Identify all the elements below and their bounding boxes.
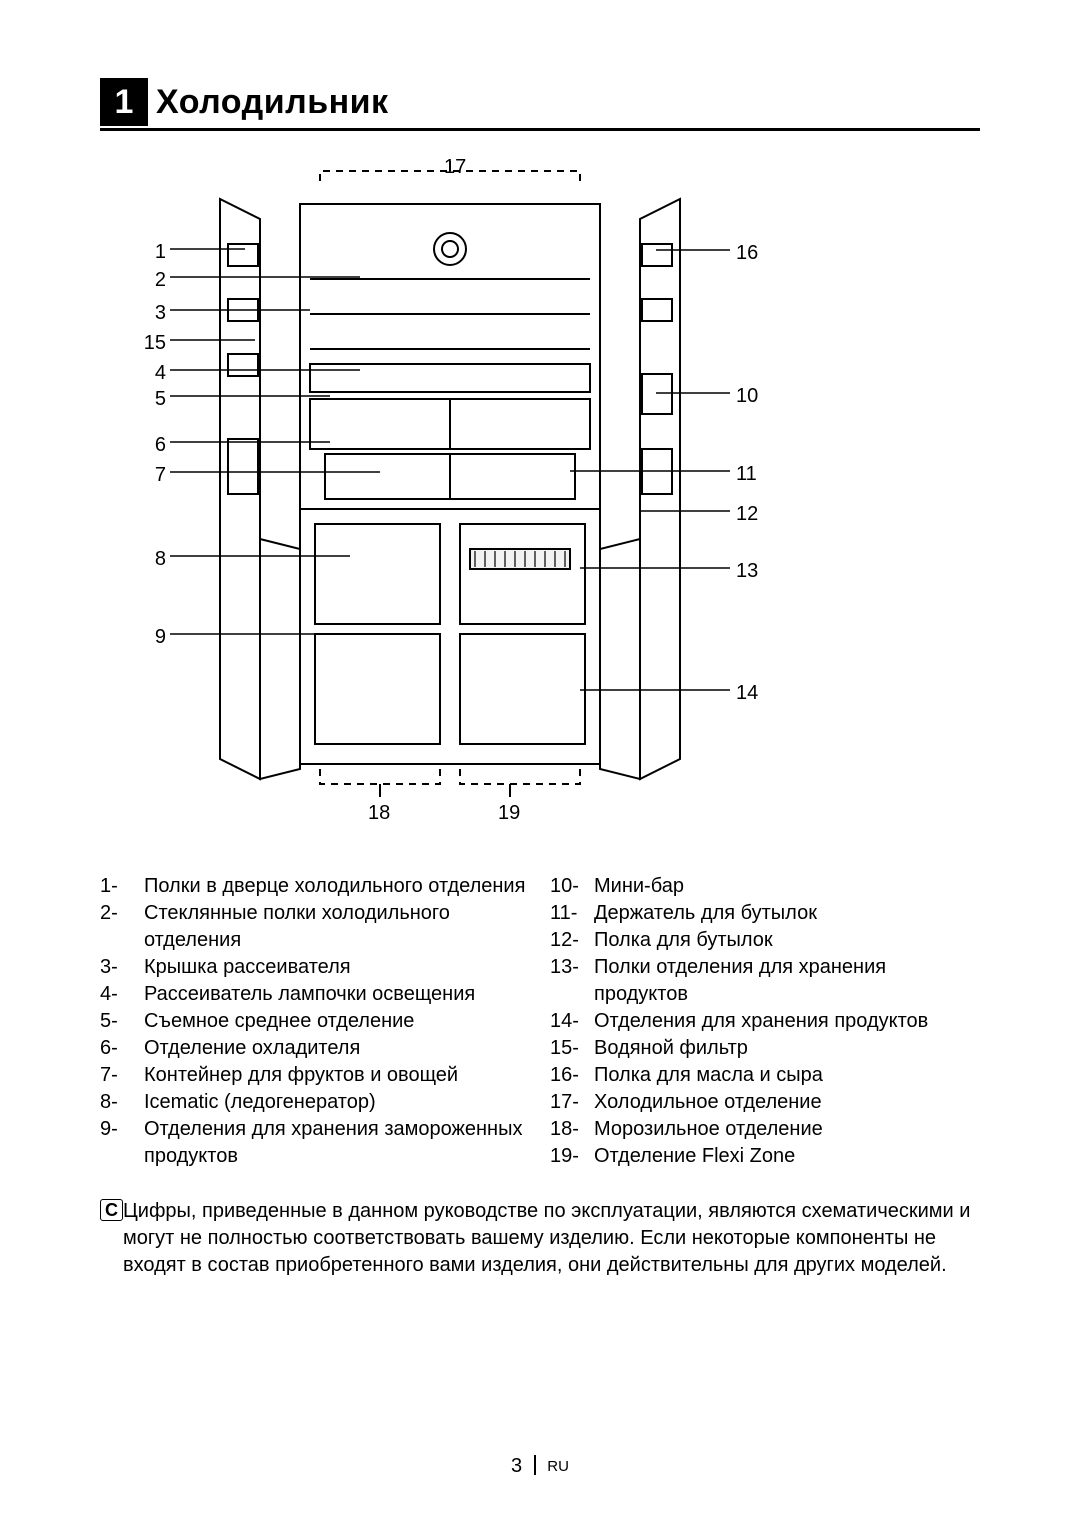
legend-item-number: 7- <box>100 1062 144 1089</box>
page-language: RU <box>547 1458 569 1475</box>
legend-item-text: Icematic (ледогенератор) <box>144 1089 530 1116</box>
legend-item: 4-Рассеиватель лампочки освещения <box>100 981 530 1008</box>
callout-3: 3 <box>106 303 166 323</box>
callout-18: 18 <box>368 803 390 823</box>
legend-item: 6-Отделение охладителя <box>100 1035 530 1062</box>
section-number-badge: 1 <box>100 78 148 126</box>
callout-16: 16 <box>736 243 758 263</box>
legend-item-number: 18- <box>550 1116 594 1143</box>
legend-item-text: Крышка рассеивателя <box>144 954 530 981</box>
legend-item: 3-Крышка рассеивателя <box>100 954 530 981</box>
legend-item-text: Полки в дверце холодильного отделения <box>144 873 530 900</box>
legend-item-number: 6- <box>100 1035 144 1062</box>
callout-11: 11 <box>736 464 757 484</box>
legend-item-number: 11- <box>550 900 594 927</box>
legend-item-text: Контейнер для фруктов и овощей <box>144 1062 530 1089</box>
legend-item-text: Холодильное отделение <box>594 1089 980 1116</box>
info-note: C Цифры, приведенные в данном руководств… <box>100 1198 980 1279</box>
legend-item-number: 12- <box>550 927 594 954</box>
info-icon: C <box>100 1198 123 1279</box>
legend-item-text: Водяной фильтр <box>594 1035 980 1062</box>
legend-item: 15-Водяной фильтр <box>550 1035 980 1062</box>
callout-9: 9 <box>106 627 166 647</box>
legend-item: 18-Морозильное отделение <box>550 1116 980 1143</box>
legend-item-number: 5- <box>100 1008 144 1035</box>
legend-item: 2-Стеклянные полки холодильного отделени… <box>100 900 530 954</box>
legend-item-number: 10- <box>550 873 594 900</box>
page-number: 3 <box>511 1455 522 1477</box>
callout-2: 2 <box>106 270 166 290</box>
page-footer: 3 RU <box>0 1455 1080 1478</box>
parts-legend: 1-Полки в дверце холодильного отделения2… <box>100 873 980 1170</box>
legend-item: 19-Отделение Flexi Zone <box>550 1143 980 1170</box>
legend-item: 9-Отделения для хранения замороженных пр… <box>100 1116 530 1170</box>
legend-item-text: Рассеиватель лампочки освещения <box>144 981 530 1008</box>
legend-item-text: Морозильное отделение <box>594 1116 980 1143</box>
callout-13: 13 <box>736 561 758 581</box>
legend-item: 12-Полка для бутылок <box>550 927 980 954</box>
legend-item-text: Полка для бутылок <box>594 927 980 954</box>
legend-item: 1-Полки в дверце холодильного отделения <box>100 873 530 900</box>
legend-item: 11-Держатель для бутылок <box>550 900 980 927</box>
legend-item-text: Мини-бар <box>594 873 980 900</box>
callout-7: 7 <box>106 465 166 485</box>
callout-4: 4 <box>106 363 166 383</box>
callout-14: 14 <box>736 683 758 703</box>
legend-item-text: Отделения для хранения продуктов <box>594 1008 980 1035</box>
legend-item-number: 3- <box>100 954 144 981</box>
callout-19: 19 <box>498 803 520 823</box>
legend-item: 13-Полки отделения для хранения продукто… <box>550 954 980 1008</box>
legend-item-number: 13- <box>550 954 594 1008</box>
callout-8: 8 <box>106 549 166 569</box>
legend-item-number: 19- <box>550 1143 594 1170</box>
legend-item-text: Полки отделения для хранения продуктов <box>594 954 980 1008</box>
callout-12: 12 <box>736 504 758 524</box>
callout-6: 6 <box>106 435 166 455</box>
legend-item-text: Съемное среднее отделение <box>144 1008 530 1035</box>
legend-item-number: 17- <box>550 1089 594 1116</box>
legend-item-number: 8- <box>100 1089 144 1116</box>
refrigerator-diagram: 12315456789161011121314171819 <box>100 149 980 859</box>
legend-item-text: Отделения для хранения замороженных прод… <box>144 1116 530 1170</box>
callout-1: 1 <box>106 242 166 262</box>
callout-10: 10 <box>736 386 758 406</box>
legend-item-number: 9- <box>100 1116 144 1170</box>
callout-5: 5 <box>106 389 166 409</box>
legend-item-number: 1- <box>100 873 144 900</box>
legend-item-text: Полка для масла и сыра <box>594 1062 980 1089</box>
callout-17: 17 <box>444 157 466 177</box>
legend-item: 10-Мини-бар <box>550 873 980 900</box>
info-note-text: Цифры, приведенные в данном руководстве … <box>123 1198 980 1279</box>
legend-item: 8-Icematic (ледогенератор) <box>100 1089 530 1116</box>
legend-item-number: 4- <box>100 981 144 1008</box>
callout-15: 15 <box>106 333 166 353</box>
legend-item: 7-Контейнер для фруктов и овощей <box>100 1062 530 1089</box>
section-header: 1 Холодильник <box>100 78 980 131</box>
section-title: Холодильник <box>156 83 389 122</box>
legend-item: 17-Холодильное отделение <box>550 1089 980 1116</box>
legend-item-text: Отделение Flexi Zone <box>594 1143 980 1170</box>
diagram-svg <box>100 149 980 859</box>
legend-item: 14-Отделения для хранения продуктов <box>550 1008 980 1035</box>
legend-item-number: 2- <box>100 900 144 954</box>
legend-item-number: 14- <box>550 1008 594 1035</box>
legend-item-number: 15- <box>550 1035 594 1062</box>
legend-item-text: Отделение охладителя <box>144 1035 530 1062</box>
legend-item: 16-Полка для масла и сыра <box>550 1062 980 1089</box>
legend-item-text: Стеклянные полки холодильного отделения <box>144 900 530 954</box>
legend-item-number: 16- <box>550 1062 594 1089</box>
legend-item: 5-Съемное среднее отделение <box>100 1008 530 1035</box>
legend-item-text: Держатель для бутылок <box>594 900 980 927</box>
